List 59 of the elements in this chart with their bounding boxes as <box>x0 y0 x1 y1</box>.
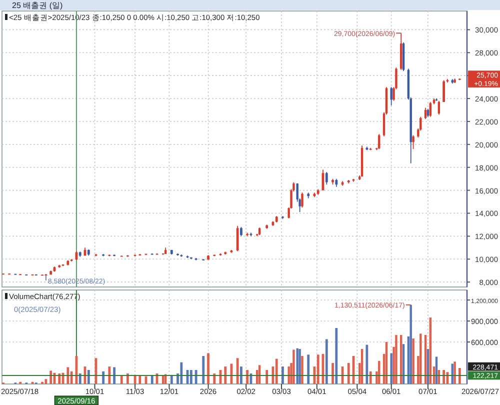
bar <box>180 362 183 384</box>
candlestick <box>390 86 392 106</box>
bar <box>194 370 198 384</box>
bar <box>332 363 334 384</box>
bar <box>282 366 284 384</box>
bar <box>395 335 398 384</box>
bar <box>390 353 392 384</box>
bar <box>126 374 129 384</box>
bar <box>266 370 268 384</box>
bar <box>246 370 249 384</box>
candlestick <box>301 192 304 208</box>
bar <box>236 358 239 384</box>
candlestick <box>325 171 328 186</box>
candlestick <box>378 134 380 150</box>
bar <box>335 328 338 384</box>
bar <box>369 371 372 384</box>
bar <box>190 370 192 384</box>
bar <box>58 374 61 384</box>
bar <box>213 374 216 384</box>
bar <box>307 354 310 384</box>
bar <box>75 356 78 384</box>
bar <box>66 367 70 384</box>
bar <box>240 366 242 384</box>
bar <box>316 354 320 384</box>
bar <box>113 367 116 384</box>
bar <box>44 379 48 384</box>
chart-title: 25 배출권 (일) <box>12 1 64 10</box>
bar <box>87 370 90 384</box>
bar <box>458 368 461 384</box>
candlestick <box>424 107 427 120</box>
bar <box>78 374 82 384</box>
bar <box>102 371 104 384</box>
candlestick <box>240 226 242 237</box>
candlestick <box>236 225 239 252</box>
bar <box>298 349 301 384</box>
bar <box>366 344 368 384</box>
bar <box>70 371 73 384</box>
bar <box>207 353 210 384</box>
bar <box>412 338 414 384</box>
bar <box>442 370 446 384</box>
bar <box>108 366 111 384</box>
bar <box>301 356 304 384</box>
bar <box>325 339 328 384</box>
bar <box>50 370 52 384</box>
bar <box>292 350 295 384</box>
candlestick <box>412 134 414 150</box>
candlestick <box>442 80 446 102</box>
bar <box>138 376 142 384</box>
bar <box>224 366 227 384</box>
bar <box>275 358 278 384</box>
bar <box>429 318 432 384</box>
candlestick <box>429 102 432 118</box>
bar <box>230 364 233 384</box>
bar <box>288 366 290 384</box>
bar <box>347 363 350 384</box>
candlestick <box>438 100 440 116</box>
bar <box>120 376 123 384</box>
bar <box>202 356 205 384</box>
bar <box>454 362 456 384</box>
